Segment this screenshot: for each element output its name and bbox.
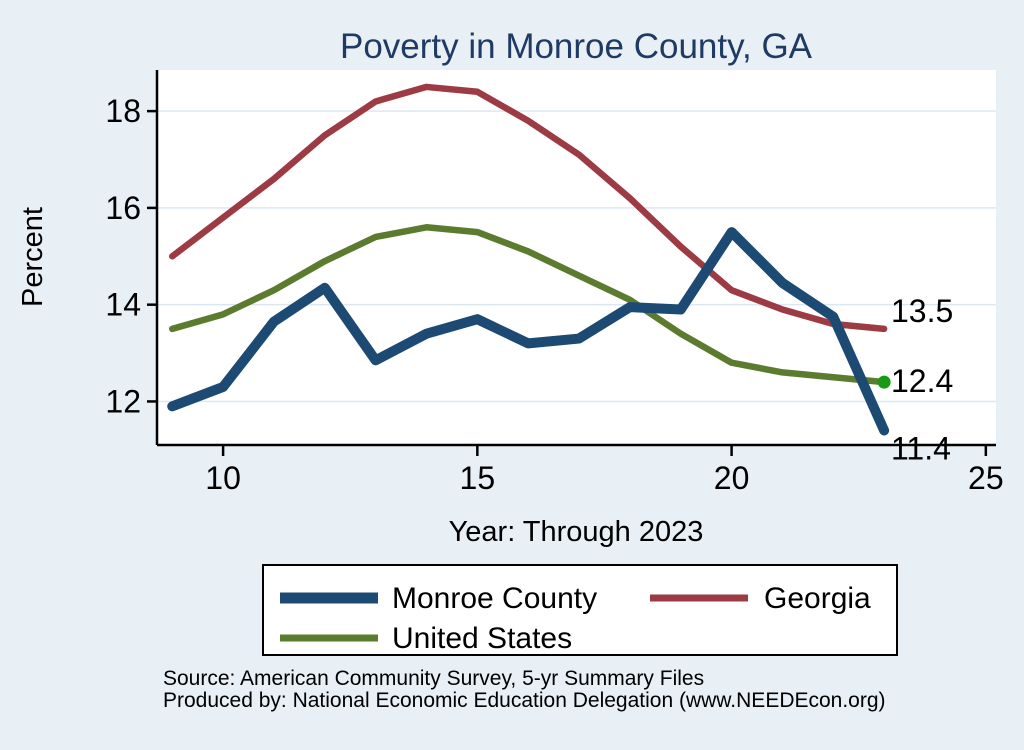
footer-produced-by: Produced by: National Economic Education… bbox=[163, 689, 886, 712]
legend: Monroe County Georgia United States bbox=[262, 564, 898, 656]
end-label-monroe-county: 11.4 bbox=[891, 430, 951, 466]
x-tick-label-10: 10 bbox=[205, 460, 241, 496]
series-lines bbox=[167, 83, 891, 436]
legend-label-united-states: United States bbox=[392, 622, 572, 655]
monroe-county-line bbox=[167, 227, 890, 436]
legend-item-georgia: Georgia bbox=[650, 582, 871, 615]
y-axis-title: Percent bbox=[17, 207, 49, 307]
legend-label-monroe-county: Monroe County bbox=[392, 582, 597, 615]
footer-source: Source: American Community Survey, 5-yr … bbox=[163, 667, 704, 690]
end-label-united-states: 12.4 bbox=[891, 363, 953, 399]
legend-label-georgia: Georgia bbox=[764, 582, 871, 615]
end-label-georgia: 13.5 bbox=[891, 293, 953, 329]
series-end-labels: 13.5 12.4 11.4 bbox=[891, 293, 953, 467]
chart-title: Poverty in Monroe County, GA bbox=[340, 27, 813, 66]
legend-item-united-states: United States bbox=[280, 622, 572, 655]
georgia-line bbox=[169, 83, 888, 333]
y-tick-labels: 12 14 16 18 bbox=[105, 93, 141, 419]
x-tick-marks bbox=[221, 445, 988, 456]
y-tick-label-16: 16 bbox=[105, 190, 141, 226]
x-tick-label-20: 20 bbox=[714, 460, 750, 496]
x-tick-label-15: 15 bbox=[460, 460, 496, 496]
y-tick-marks bbox=[147, 109, 157, 403]
x-tick-labels: 10 15 20 25 bbox=[205, 460, 1003, 496]
united-states-line bbox=[169, 224, 888, 386]
x-tick-label-25: 25 bbox=[968, 460, 1004, 496]
y-tick-label-12: 12 bbox=[105, 383, 141, 419]
y-tick-label-18: 18 bbox=[105, 93, 141, 129]
legend-item-monroe-county: Monroe County bbox=[280, 582, 597, 615]
x-axis-title: Year: Through 2023 bbox=[449, 516, 704, 548]
united-states-end-marker bbox=[877, 375, 891, 389]
y-tick-label-14: 14 bbox=[105, 287, 141, 323]
